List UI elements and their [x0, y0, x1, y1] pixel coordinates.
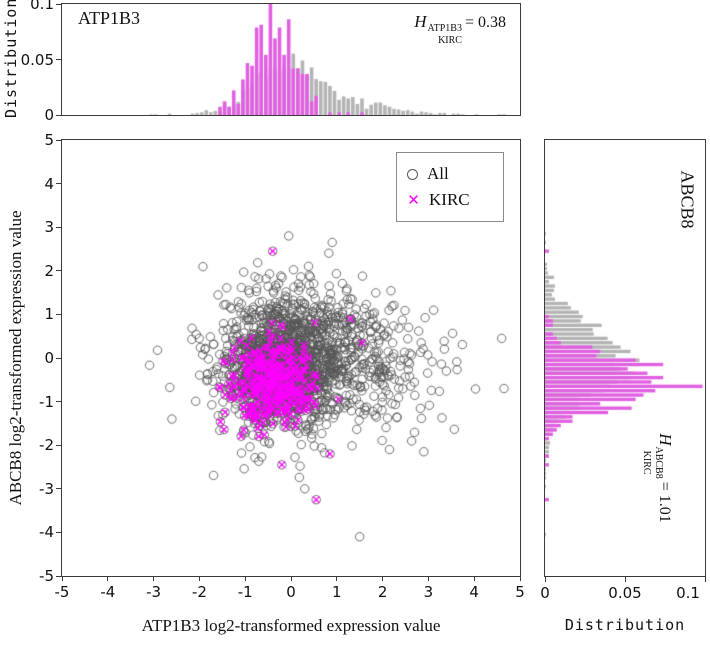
- x-tick-label: -1: [237, 583, 253, 601]
- y-tick-label: -3: [39, 479, 54, 498]
- dist-tick-mark: [704, 577, 706, 582]
- x-tick-label: -4: [100, 583, 116, 601]
- entropy-annotation-top: H ATP1B3 KIRC = 0.38: [290, 12, 506, 46]
- dist-tick-label: 0.05: [20, 50, 54, 69]
- right-distribution-label: Distribution: [564, 616, 686, 634]
- dist-tick-mark: [56, 114, 61, 116]
- dist-tick-label: 0.05: [608, 584, 642, 602]
- x-tick-mark: [336, 576, 338, 581]
- x-tick-label: 2: [377, 583, 388, 601]
- y-tick-mark: [56, 401, 61, 403]
- entropy-superscript: ABCB8: [653, 446, 664, 479]
- y-tick-mark: [56, 270, 61, 272]
- y-tick-mark: [56, 444, 61, 446]
- y-tick-mark: [56, 313, 61, 315]
- entropy-value: = 1.01: [656, 481, 673, 523]
- y-tick-label: 3: [44, 218, 54, 237]
- x-tick-mark: [427, 576, 429, 581]
- y-tick-label: 0: [44, 349, 54, 367]
- x-tick-label: 1: [332, 583, 342, 601]
- y-tick-mark: [56, 357, 61, 359]
- y-tick-label: -2: [39, 436, 54, 455]
- x-tick-label: -3: [146, 583, 162, 601]
- x-tick-mark: [382, 576, 384, 581]
- y-tick-label: 2: [44, 261, 54, 280]
- y-tick-label: -1: [39, 392, 54, 411]
- dist-tick-mark: [624, 577, 626, 582]
- dist-tick-label: 0.1: [30, 0, 54, 13]
- x-axis-label: ATP1B3 log2-transformed expression value: [141, 616, 441, 635]
- y-tick-mark: [56, 139, 61, 141]
- y-tick-label: 1: [44, 305, 54, 324]
- entropy-superscript: ATP1B3: [427, 23, 462, 34]
- y-tick-mark: [56, 575, 61, 577]
- x-tick-label: -5: [54, 583, 70, 601]
- y-tick-mark: [56, 531, 61, 533]
- x-tick-mark: [519, 576, 521, 581]
- x-tick-mark: [198, 576, 200, 581]
- x-tick-mark: [244, 576, 246, 581]
- top-histogram-canvas: [61, 3, 521, 116]
- x-tick-mark: [473, 576, 475, 581]
- x-tick-mark: [61, 576, 63, 581]
- dist-tick-mark: [544, 577, 546, 582]
- y-tick-mark: [56, 183, 61, 185]
- y-tick-label: 5: [44, 131, 54, 149]
- x-tick-mark: [290, 576, 292, 581]
- dist-tick-mark: [56, 3, 61, 5]
- y-tick-label: 4: [44, 174, 54, 193]
- x-tick-mark: [153, 576, 155, 581]
- dist-tick-mark: [56, 59, 61, 60]
- y-tick-mark: [56, 226, 61, 228]
- legend: All ✕ KIRC: [396, 152, 504, 222]
- dist-tick-label: 0: [44, 106, 54, 124]
- entropy-value: = 0.38: [464, 14, 506, 31]
- circle-marker-icon: [407, 168, 418, 180]
- x-tick-label: 5: [515, 583, 525, 601]
- y-tick-label: -5: [39, 567, 54, 585]
- x-tick-label: 3: [423, 583, 434, 601]
- x-tick-mark: [107, 576, 109, 581]
- dist-tick-label: 0.1: [676, 584, 700, 602]
- legend-label-all: All: [427, 164, 449, 183]
- right-panel-title: ABCB8: [677, 170, 698, 229]
- entropy-variable: H: [414, 12, 427, 31]
- legend-label-kirc: KIRC: [429, 190, 470, 209]
- entropy-variable: H: [656, 433, 675, 446]
- entropy-subscript: KIRC: [438, 34, 462, 46]
- entropy-annotation-right: H ABCB8 KIRC = 1.01: [641, 398, 676, 558]
- x-tick-label: 4: [469, 583, 479, 601]
- legend-item-kirc: ✕ KIRC: [407, 187, 493, 213]
- y-tick-mark: [56, 488, 61, 490]
- x-marker-icon: ✕: [407, 190, 420, 209]
- y-tick-label: -4: [39, 523, 54, 542]
- legend-item-all: All: [407, 161, 493, 187]
- top-panel-title: ATP1B3: [78, 8, 141, 28]
- x-tick-label: 0: [286, 583, 296, 601]
- right-histogram-canvas: [544, 139, 706, 577]
- entropy-subscript: KIRC: [641, 450, 653, 475]
- x-tick-label: -2: [191, 583, 207, 601]
- dist-tick-label: 0: [540, 584, 550, 602]
